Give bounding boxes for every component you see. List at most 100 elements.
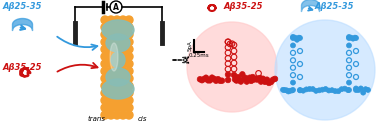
Circle shape [107, 45, 115, 53]
Circle shape [113, 38, 121, 46]
Circle shape [125, 104, 133, 112]
Circle shape [125, 111, 133, 119]
Circle shape [291, 80, 296, 85]
Circle shape [237, 77, 242, 83]
Circle shape [113, 31, 121, 39]
Circle shape [101, 23, 109, 31]
Circle shape [101, 104, 109, 112]
Circle shape [323, 87, 328, 92]
Circle shape [254, 77, 260, 82]
Circle shape [244, 79, 249, 84]
Circle shape [347, 36, 352, 40]
Circle shape [266, 80, 272, 86]
Circle shape [113, 53, 121, 60]
Circle shape [291, 36, 296, 40]
Text: 0.25ms: 0.25ms [189, 53, 209, 58]
Circle shape [264, 77, 270, 82]
Circle shape [107, 96, 115, 104]
Circle shape [350, 36, 355, 41]
Circle shape [101, 60, 109, 68]
Circle shape [107, 111, 115, 119]
Circle shape [113, 89, 121, 97]
Circle shape [101, 75, 109, 82]
Circle shape [251, 77, 257, 82]
Circle shape [119, 38, 127, 46]
Circle shape [342, 86, 347, 91]
Circle shape [119, 89, 127, 97]
Circle shape [119, 53, 127, 60]
Circle shape [313, 88, 319, 93]
Circle shape [125, 38, 133, 46]
Circle shape [294, 37, 299, 42]
Circle shape [247, 75, 253, 80]
Text: Aβ25-35: Aβ25-35 [315, 2, 355, 11]
Circle shape [232, 77, 238, 82]
Circle shape [262, 79, 268, 85]
Circle shape [296, 35, 302, 40]
Circle shape [366, 87, 370, 92]
Circle shape [119, 16, 127, 24]
Circle shape [107, 31, 115, 39]
Circle shape [125, 67, 133, 75]
Circle shape [107, 89, 115, 97]
Text: trans: trans [88, 116, 106, 122]
Circle shape [217, 78, 223, 83]
Circle shape [326, 88, 331, 93]
Circle shape [125, 53, 133, 60]
Circle shape [241, 76, 246, 81]
Circle shape [119, 67, 127, 75]
Circle shape [119, 31, 127, 39]
Circle shape [245, 77, 251, 82]
Circle shape [125, 45, 133, 53]
Circle shape [339, 87, 344, 92]
Circle shape [119, 96, 127, 104]
Circle shape [353, 35, 358, 40]
Circle shape [304, 87, 309, 92]
Circle shape [320, 87, 325, 92]
Circle shape [101, 16, 109, 24]
Circle shape [225, 72, 231, 77]
Circle shape [284, 88, 289, 93]
Ellipse shape [102, 20, 134, 40]
Circle shape [310, 87, 315, 92]
Circle shape [347, 80, 352, 85]
Circle shape [358, 86, 363, 91]
Circle shape [213, 78, 219, 84]
Circle shape [291, 34, 296, 39]
Circle shape [297, 87, 302, 92]
Circle shape [297, 88, 302, 93]
Circle shape [107, 23, 115, 31]
Circle shape [201, 76, 207, 82]
Circle shape [119, 75, 127, 82]
Circle shape [275, 20, 375, 120]
Circle shape [253, 76, 259, 82]
Ellipse shape [110, 43, 118, 71]
Circle shape [113, 45, 121, 53]
Circle shape [307, 87, 312, 92]
Circle shape [107, 16, 115, 24]
Circle shape [119, 45, 127, 53]
Circle shape [125, 31, 133, 39]
Circle shape [205, 77, 211, 83]
Circle shape [101, 67, 109, 75]
Circle shape [290, 88, 294, 93]
Circle shape [297, 36, 302, 40]
Circle shape [113, 75, 121, 82]
Circle shape [353, 36, 358, 40]
Circle shape [356, 87, 361, 92]
Circle shape [107, 53, 115, 60]
Circle shape [268, 79, 274, 85]
Text: Aβ35-25: Aβ35-25 [3, 63, 42, 72]
Text: cis: cis [137, 116, 147, 122]
Circle shape [125, 23, 133, 31]
Circle shape [293, 35, 297, 40]
Circle shape [113, 16, 121, 24]
Circle shape [209, 75, 215, 80]
Ellipse shape [111, 52, 125, 68]
Circle shape [101, 45, 109, 53]
Circle shape [234, 78, 239, 83]
Circle shape [291, 43, 296, 48]
Circle shape [361, 90, 366, 95]
Circle shape [107, 60, 115, 68]
Circle shape [113, 67, 121, 75]
